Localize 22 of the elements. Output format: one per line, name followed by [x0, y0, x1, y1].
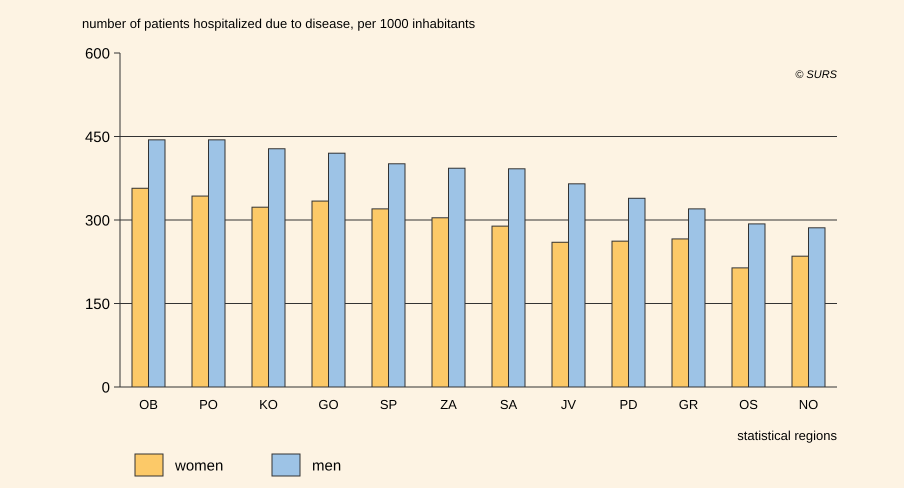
- x-tick-label: PO: [199, 397, 218, 412]
- x-tick-label: NO: [798, 397, 818, 412]
- x-tick-label: SA: [500, 397, 518, 412]
- y-axis-title: number of patients hospitalized due to disease, per 1000 inhabitants: [82, 16, 476, 31]
- x-tick-label: ZA: [440, 397, 458, 412]
- legend-label: women: [174, 457, 224, 474]
- y-tick-label: 600: [84, 45, 110, 62]
- x-tick-label: KO: [259, 397, 278, 412]
- x-axis-title: statistical regions: [737, 428, 838, 443]
- x-tick-label: PD: [619, 397, 638, 412]
- x-tick-label: OB: [139, 397, 158, 412]
- x-tick-label: OS: [739, 397, 758, 412]
- y-tick-label: 300: [84, 212, 110, 230]
- annotation: © SURS: [795, 69, 838, 81]
- y-tick-label: 150: [84, 296, 110, 313]
- legend-label: men: [312, 457, 342, 474]
- x-tick-label: GO: [318, 397, 339, 412]
- x-tick-label: JV: [560, 397, 576, 412]
- x-tick-label: SP: [380, 397, 398, 412]
- y-tick-label: 0: [102, 379, 110, 396]
- x-tick-label: GR: [678, 397, 698, 412]
- y-tick-label: 450: [84, 128, 110, 146]
